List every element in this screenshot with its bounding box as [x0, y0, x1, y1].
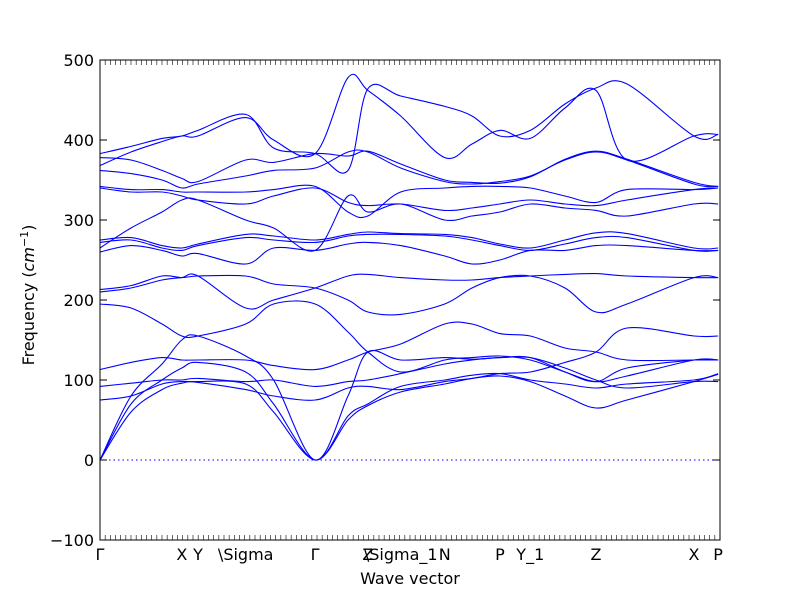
x-tick-label: X [688, 545, 699, 564]
y-axis-label-close: ) [19, 225, 38, 231]
y-tick-label: 400 [63, 131, 94, 150]
band-line [99, 321, 719, 371]
band-line [99, 194, 719, 252]
y-axis-label-unit: cm [19, 247, 38, 271]
y-tick-label: 200 [63, 291, 94, 310]
x-tick-label: \Sigma_1 [364, 545, 438, 565]
band-line [99, 231, 719, 250]
x-axis-ticks: Γ X Y \Sigma Γ Z\Sigma_1 N P Y_1 Z X P [96, 60, 723, 565]
y-tick-label: 0 [84, 451, 94, 470]
band-line [99, 187, 719, 212]
band-line [99, 241, 719, 265]
y-tick-label: 100 [63, 371, 94, 390]
phonon-bands [99, 73, 719, 461]
x-tick-label: Γ [311, 545, 320, 564]
x-axis-label: Wave vector [360, 569, 460, 588]
band-line [99, 326, 719, 401]
band-line [99, 73, 719, 167]
x-tick-label: N [439, 545, 451, 564]
y-tick-label: 500 [63, 51, 94, 70]
band-line [99, 149, 719, 189]
band-line [99, 184, 719, 219]
x-tick-label: Z [362, 545, 373, 564]
x-tick-label: X [176, 545, 187, 564]
y-tick-label: 300 [63, 211, 94, 230]
x-tick-label: \Sigma [218, 545, 274, 564]
y-axis-label-text: Frequency ( [19, 271, 38, 365]
band-line [99, 373, 719, 461]
x-tick-label: P [713, 545, 723, 564]
x-tick-label: Y [192, 545, 203, 564]
band-line [99, 334, 719, 461]
x-tick-label: Z [591, 545, 602, 564]
x-tick-label: P [495, 545, 505, 564]
band-line [99, 356, 719, 389]
x-tick-label: Γ [96, 545, 105, 564]
y-axis-label: Frequency (cm−1) [18, 225, 38, 366]
band-line [99, 361, 719, 461]
band-line [99, 233, 719, 252]
band-line [99, 274, 719, 316]
band-line [99, 272, 719, 310]
y-axis-ticks: −100 0 100 200 300 400 500 [50, 51, 720, 550]
y-tick-label: −100 [50, 531, 94, 550]
band-line [99, 300, 719, 383]
band-line [99, 150, 719, 187]
y-axis-label-exponent: −1 [18, 231, 31, 247]
band-line [99, 80, 719, 174]
x-tick-label: Y_1 [515, 545, 544, 565]
